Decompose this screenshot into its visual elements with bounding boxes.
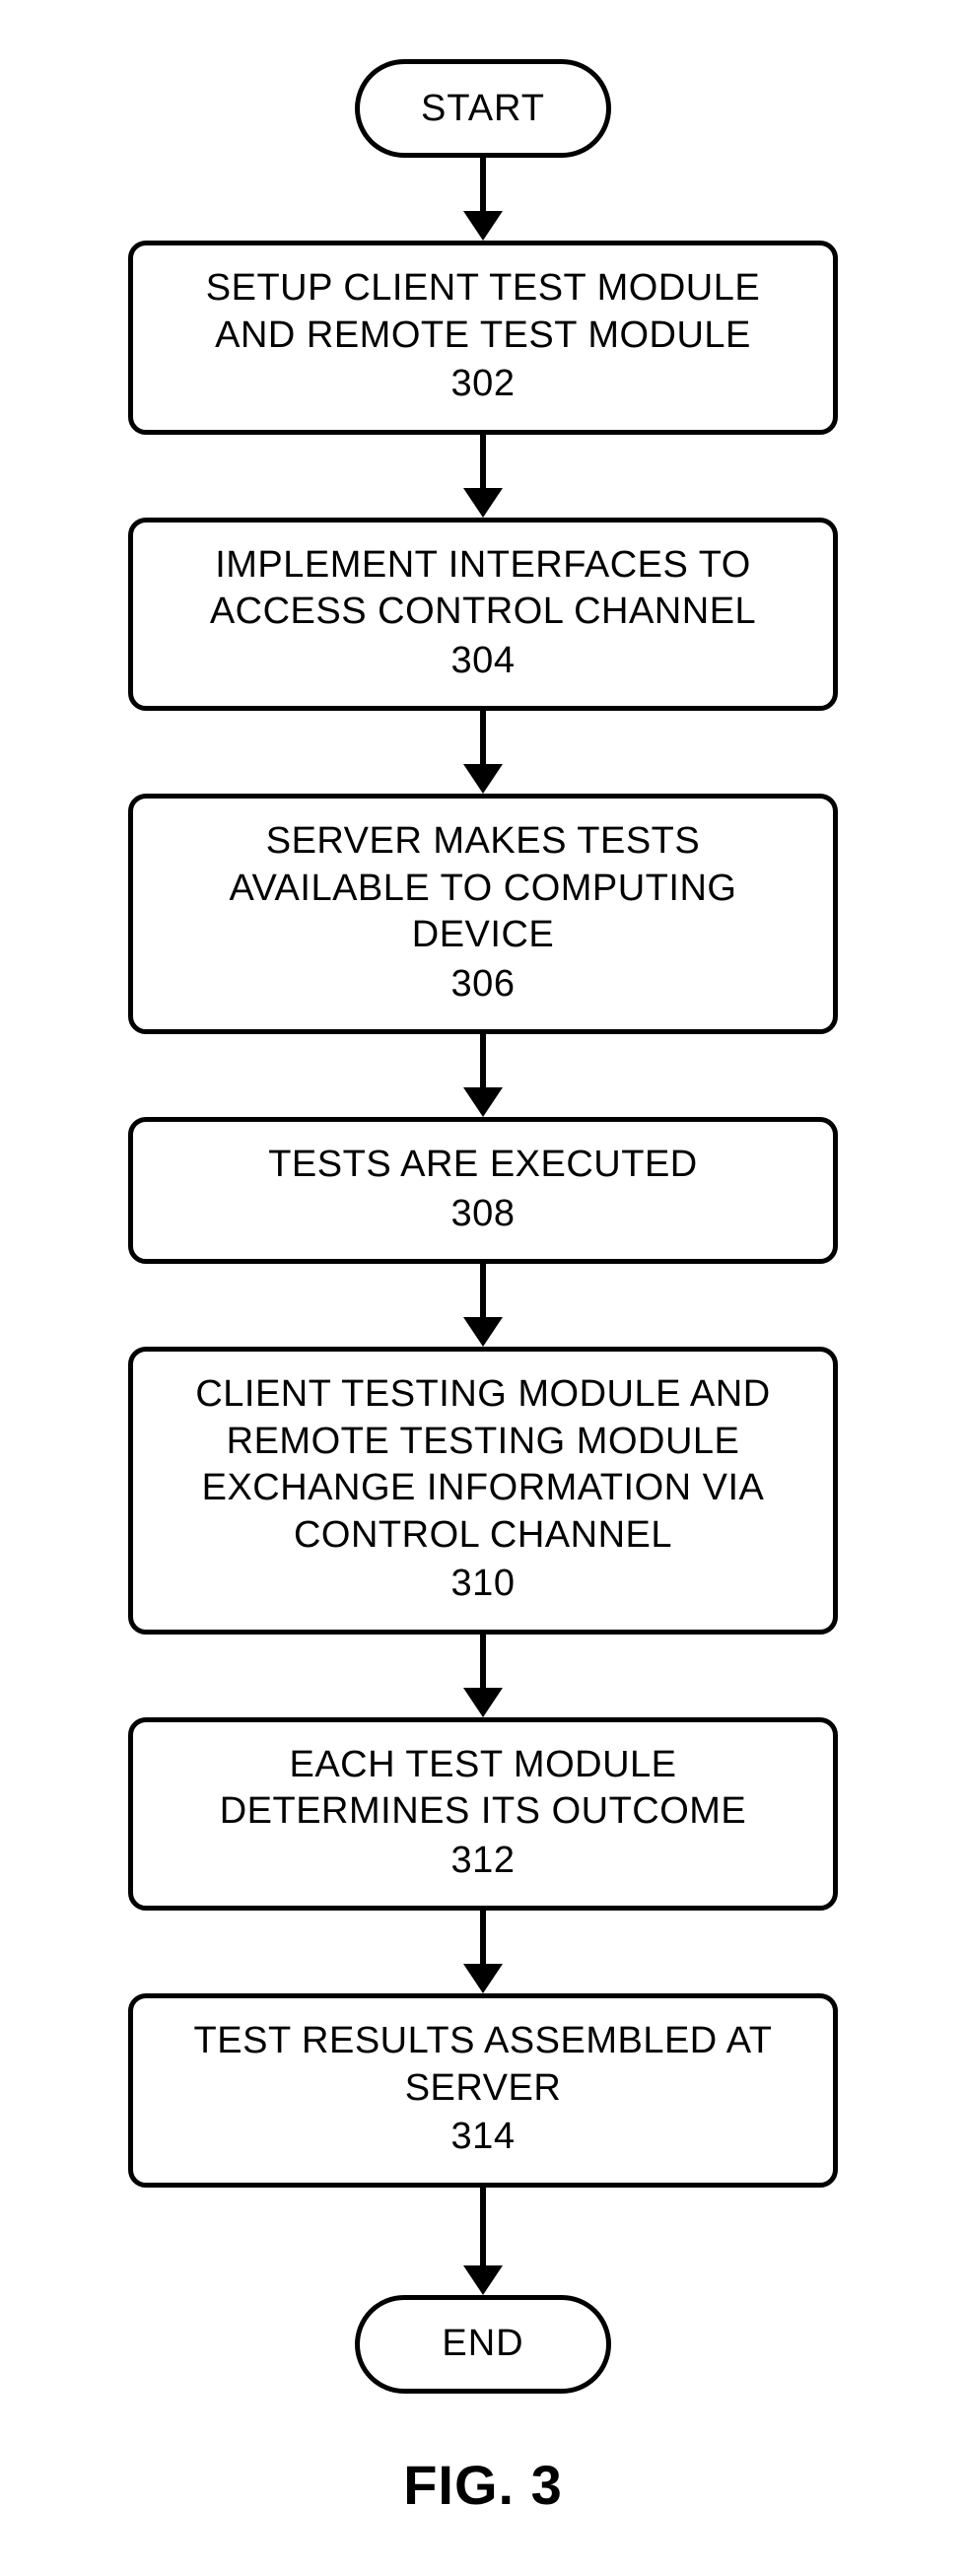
arrow-head bbox=[463, 2265, 503, 2295]
start-terminator: START bbox=[355, 59, 611, 158]
process-304: IMPLEMENT INTERFACES TO ACCESS CONTROL C… bbox=[128, 518, 838, 712]
flowchart-container: START SETUP CLIENT TEST MODULE AND REMOT… bbox=[0, 0, 966, 2576]
arrow-head bbox=[463, 211, 503, 241]
process-text: CLIENT TESTING MODULE AND REMOTE TESTING… bbox=[195, 1373, 770, 1556]
process-num: 314 bbox=[163, 2114, 803, 2161]
process-text: EACH TEST MODULE DETERMINES ITS OUTCOME bbox=[220, 1744, 747, 1833]
process-312: EACH TEST MODULE DETERMINES ITS OUTCOME … bbox=[128, 1717, 838, 1912]
arrow-shaft bbox=[480, 1264, 486, 1318]
arrow bbox=[463, 2188, 503, 2295]
process-text: IMPLEMENT INTERFACES TO ACCESS CONTROL C… bbox=[210, 544, 756, 633]
process-302: SETUP CLIENT TEST MODULE AND REMOTE TEST… bbox=[128, 241, 838, 435]
arrow-shaft bbox=[480, 435, 486, 489]
arrow-head bbox=[463, 1688, 503, 1717]
arrow-head bbox=[463, 764, 503, 794]
process-314: TEST RESULTS ASSEMBLED AT SERVER 314 bbox=[128, 1993, 838, 2188]
arrow-head bbox=[463, 488, 503, 518]
process-num: 304 bbox=[163, 638, 803, 685]
arrow-head bbox=[463, 1317, 503, 1347]
arrow-shaft bbox=[480, 1911, 486, 1965]
arrow bbox=[463, 435, 503, 518]
arrow bbox=[463, 158, 503, 241]
process-num: 302 bbox=[163, 361, 803, 408]
arrow bbox=[463, 1264, 503, 1347]
arrow-head bbox=[463, 1964, 503, 1993]
process-num: 310 bbox=[163, 1561, 803, 1608]
process-num: 312 bbox=[163, 1838, 803, 1885]
figure-label: FIG. 3 bbox=[0, 2453, 966, 2517]
process-num: 306 bbox=[163, 961, 803, 1009]
process-text: SERVER MAKES TESTS AVAILABLE TO COMPUTIN… bbox=[230, 820, 737, 955]
arrow-shaft bbox=[480, 158, 486, 212]
process-text: SETUP CLIENT TEST MODULE AND REMOTE TEST… bbox=[206, 267, 760, 356]
arrow-head bbox=[463, 1087, 503, 1117]
process-text: TESTS ARE EXECUTED bbox=[268, 1144, 698, 1185]
arrow-shaft bbox=[480, 2188, 486, 2266]
arrow-shaft bbox=[480, 1635, 486, 1689]
end-label: END bbox=[442, 2323, 523, 2365]
arrow-shaft bbox=[480, 1034, 486, 1088]
arrow bbox=[463, 1034, 503, 1117]
arrow bbox=[463, 711, 503, 794]
end-terminator: END bbox=[355, 2295, 611, 2394]
process-num: 308 bbox=[163, 1191, 803, 1238]
process-310: CLIENT TESTING MODULE AND REMOTE TESTING… bbox=[128, 1347, 838, 1635]
arrow-shaft bbox=[480, 711, 486, 765]
start-label: START bbox=[421, 88, 545, 130]
process-text: TEST RESULTS ASSEMBLED AT SERVER bbox=[194, 2020, 773, 2109]
arrow bbox=[463, 1635, 503, 1717]
process-308: TESTS ARE EXECUTED 308 bbox=[128, 1117, 838, 1264]
arrow bbox=[463, 1911, 503, 1993]
process-306: SERVER MAKES TESTS AVAILABLE TO COMPUTIN… bbox=[128, 794, 838, 1034]
flowchart: START SETUP CLIENT TEST MODULE AND REMOT… bbox=[0, 59, 966, 2394]
